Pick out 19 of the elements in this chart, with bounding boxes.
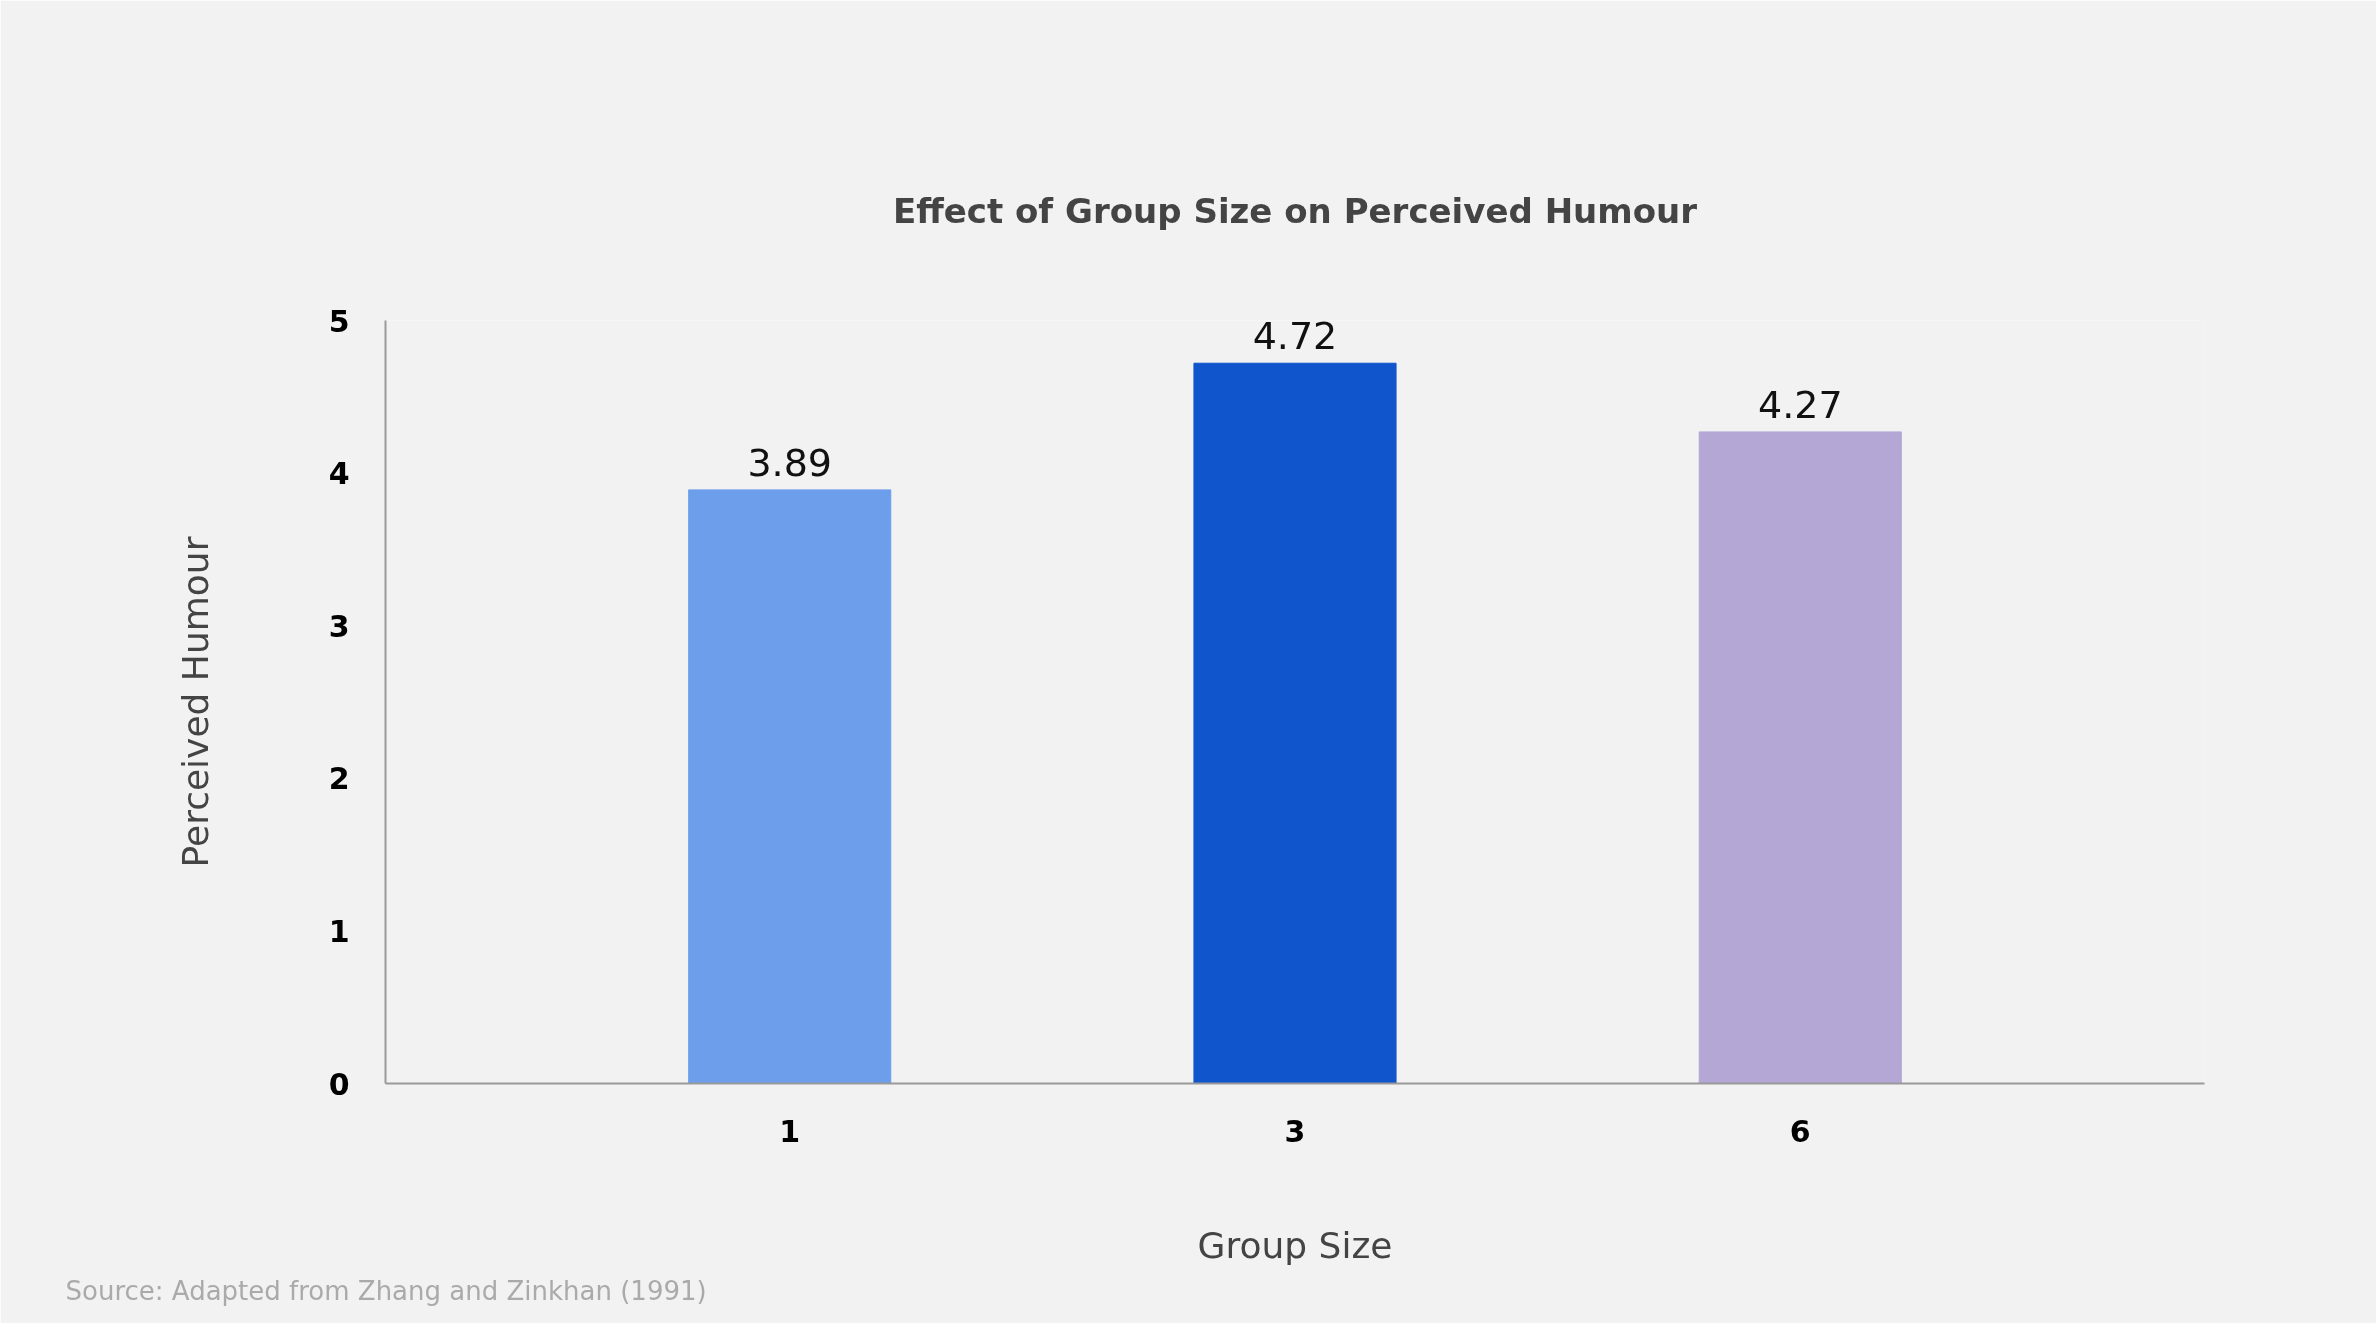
x-tick-label: 3 [1284, 1113, 1306, 1149]
y-tick-label: 3 [328, 608, 350, 644]
y-tick-label: 2 [328, 761, 350, 797]
source-note: Source: Adapted from Zhang and Zinkhan (1991) [65, 1275, 707, 1306]
data-label: 4.27 [1757, 382, 1843, 427]
x-axis-title: Group Size [1197, 1224, 1393, 1266]
y-axis-title: Perceived Humour [174, 536, 216, 868]
chart-title: Effect of Group Size on Perceived Humour [892, 190, 1698, 231]
bar [1193, 362, 1397, 1084]
x-tick-label: 1 [779, 1113, 801, 1149]
x-tick-label: 6 [1789, 1113, 1811, 1149]
y-tick-label: 5 [328, 303, 350, 339]
y-tick-label: 1 [328, 913, 350, 949]
y-tick-label: 0 [328, 1066, 350, 1102]
bar [688, 489, 892, 1084]
y-tick-label: 4 [328, 456, 350, 492]
bar [1698, 431, 1902, 1084]
data-label: 3.89 [747, 440, 833, 485]
data-label: 4.72 [1252, 314, 1338, 359]
